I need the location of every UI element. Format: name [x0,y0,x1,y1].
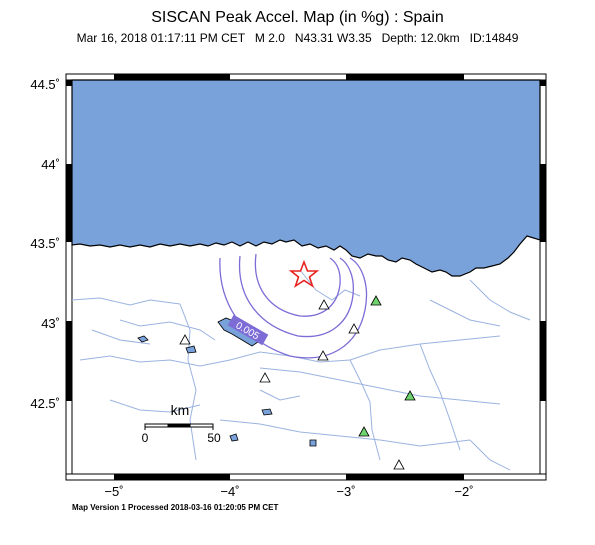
contour-inner [254,253,341,317]
scale-end-label: 50 [207,431,221,445]
station-triangle [358,426,370,437]
station-triangle [179,334,191,345]
stations [179,295,416,470]
event-summary: Mar 16, 2018 01:17:11 PM CET M 2.0 N43.3… [76,31,519,45]
pga-contours [219,253,368,359]
lon-label: −2˚ [454,484,473,499]
latitude-labels: 44.5˚ 44˚ 43.5˚ 43˚ 42.5˚ [30,77,60,411]
scale-start-label: 0 [142,431,149,445]
lon-label: −4˚ [220,484,239,499]
rivers [71,269,531,471]
station-triangle [348,323,360,334]
lat-label: 44˚ [41,157,60,172]
lat-label: 43.5˚ [30,236,60,251]
lat-label: 43˚ [41,316,60,331]
station-triangle [393,459,405,470]
lon-label: −3˚ [336,484,355,499]
station-triangle [317,350,329,361]
epicenter-star-icon [288,259,320,288]
map-title: SISCAN Peak Accel. Map (in %g) : Spain [151,9,444,26]
lat-label: 44.5˚ [30,77,60,92]
longitude-labels: −5˚ −4˚ −3˚ −2˚ [104,484,473,499]
station-triangle [370,295,382,306]
contour-middle [238,255,354,338]
processing-note: Map Version 1 Processed 2018-03-16 01:20… [72,503,279,512]
sea-bay-of-biscay [71,79,541,277]
station-triangle [259,372,271,383]
scale-unit-label: km [171,402,190,418]
station-triangle [318,299,330,310]
scale-bar: km 0 50 [142,402,221,445]
lon-label: −5˚ [104,484,123,499]
lat-label: 42.5˚ [30,396,60,411]
station-triangle [404,390,416,401]
